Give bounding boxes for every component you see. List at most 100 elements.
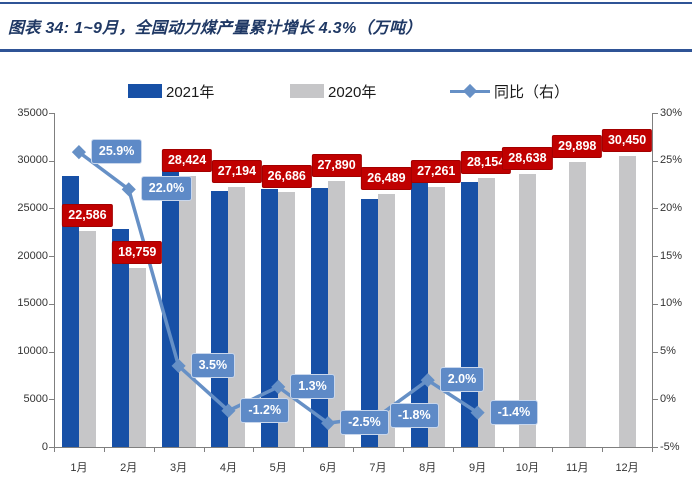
value-label-2020-8月: 27,261 — [411, 159, 462, 183]
yoy-label-3月: 3.5% — [190, 352, 236, 378]
left-axis-label: 25000 — [17, 201, 48, 214]
right-axis-label: 10% — [660, 297, 683, 310]
legend-line-diamond-icon — [450, 83, 490, 99]
bar-2020-12月 — [618, 156, 636, 447]
left-axis-tick — [49, 256, 54, 258]
value-label-2020-4月: 27,194 — [211, 160, 263, 184]
x-axis-label-11月: 11月 — [566, 462, 589, 474]
right-axis-label: 20% — [660, 201, 683, 214]
right-axis-tick — [653, 351, 658, 353]
value-label-2020-6月: 27,890 — [311, 153, 362, 177]
left-axis-label: 20000 — [17, 249, 48, 262]
yoy-label-7月: -1.8% — [389, 403, 439, 429]
right-axis-tick — [653, 256, 658, 258]
x-axis-tick — [502, 448, 504, 452]
value-label-2020-3月: 28,424 — [161, 148, 213, 172]
top-border-rule — [0, 2, 692, 4]
right-axis-label: 30% — [660, 106, 683, 119]
legend-label: 同比（右） — [494, 83, 570, 101]
x-axis-tick — [153, 448, 155, 452]
legend-label: 2021年 — [166, 83, 215, 101]
left-axis-tick — [49, 399, 54, 401]
right-axis-line — [652, 113, 653, 447]
right-axis-tick — [653, 303, 658, 305]
yoy-diamond-marker-4月 — [221, 403, 236, 418]
bar-2021-4月 — [211, 190, 229, 447]
x-axis-label-4月: 4月 — [219, 462, 237, 474]
value-label-2020-1月: 22,586 — [62, 204, 113, 228]
left-axis-label: 5000 — [23, 392, 48, 405]
legend-item-yoy: 同比（右） — [450, 80, 569, 102]
yoy-diamond-marker-5月 — [271, 379, 286, 394]
bar-2021-5月 — [261, 189, 279, 447]
x-axis-tick — [402, 448, 404, 452]
x-axis-tick — [203, 448, 205, 452]
left-axis-line — [54, 113, 55, 447]
left-axis-label: 30000 — [17, 154, 48, 167]
x-axis-tick — [602, 448, 604, 452]
legend-item-2020年: 2020年 — [290, 80, 376, 102]
x-axis-label-5月: 5月 — [269, 462, 287, 474]
x-axis-tick — [54, 448, 55, 452]
right-axis-label: -5% — [660, 440, 680, 453]
bar-2020-2月 — [128, 267, 146, 447]
x-axis-tick — [652, 448, 653, 452]
right-axis-tick — [653, 399, 658, 401]
yoy-diamond-marker-8月 — [420, 373, 435, 388]
right-axis-tick — [653, 208, 658, 210]
left-axis-label: 10000 — [17, 345, 48, 358]
figure-title: 图表 34: 1~9月，全国动力煤产量累计增长 4.3%（万吨） — [8, 20, 422, 37]
bar-2020-11月 — [568, 161, 586, 447]
yoy-label-4月: -1.2% — [240, 397, 290, 423]
x-axis-label-2月: 2月 — [120, 462, 138, 474]
yoy-label-6月: -2.5% — [340, 410, 389, 436]
x-axis-tick — [253, 448, 255, 452]
bar-2020-4月 — [228, 187, 246, 447]
left-axis-tick — [49, 160, 54, 162]
value-label-2020-12月: 30,450 — [601, 129, 653, 153]
right-axis-label: 0% — [660, 392, 676, 405]
value-label-2020-9月: 28,154 — [460, 151, 512, 175]
left-axis-tick — [49, 447, 54, 448]
yoy-diamond-marker-9月 — [470, 405, 485, 420]
legend-swatch-icon — [128, 84, 162, 98]
bar-2020-10月 — [518, 173, 536, 447]
legend-item-2021年: 2021年 — [128, 80, 214, 102]
yoy-label-5月: 1.3% — [290, 373, 335, 399]
bar-2021-3月 — [161, 166, 179, 447]
bar-2021-7月 — [360, 198, 378, 447]
right-axis-tick — [653, 113, 658, 114]
right-axis-tick — [653, 447, 658, 448]
x-axis-tick — [552, 448, 554, 452]
bottom-axis-line — [54, 447, 653, 448]
x-axis-tick — [303, 448, 305, 452]
x-axis-label-10月: 10月 — [515, 462, 540, 474]
bar-2020-7月 — [377, 194, 395, 447]
x-axis-label-1月: 1月 — [70, 462, 88, 474]
bar-2021-2月 — [111, 228, 129, 447]
yoy-label-1月: 25.9% — [90, 139, 143, 165]
left-axis-tick — [49, 208, 54, 210]
left-axis-tick — [49, 351, 54, 353]
x-axis-label-9月: 9月 — [469, 462, 487, 474]
x-axis-tick — [103, 448, 105, 452]
left-axis-label: 0 — [41, 440, 48, 453]
x-axis-tick — [353, 448, 354, 452]
yoy-label-8月: 2.0% — [439, 367, 485, 393]
value-label-2020-10月: 28,638 — [502, 146, 553, 170]
left-axis-label: 35000 — [17, 106, 48, 119]
yoy-label-9月: -1.4% — [489, 399, 539, 425]
x-axis-label-8月: 8月 — [419, 462, 437, 474]
x-axis-label-6月: 6月 — [319, 462, 337, 474]
value-label-2020-11月: 29,898 — [552, 134, 603, 158]
left-axis-tick — [49, 303, 54, 305]
bar-2021-1月 — [61, 175, 79, 447]
yoy-label-2月: 22.0% — [140, 176, 193, 202]
x-axis-label-3月: 3月 — [170, 462, 188, 474]
x-axis-tick — [452, 448, 454, 452]
value-label-2020-2月: 18,759 — [112, 240, 163, 264]
value-label-2020-7月: 26,489 — [361, 167, 412, 191]
title-underline-rule — [0, 49, 692, 52]
bar-2020-1月 — [78, 231, 96, 447]
